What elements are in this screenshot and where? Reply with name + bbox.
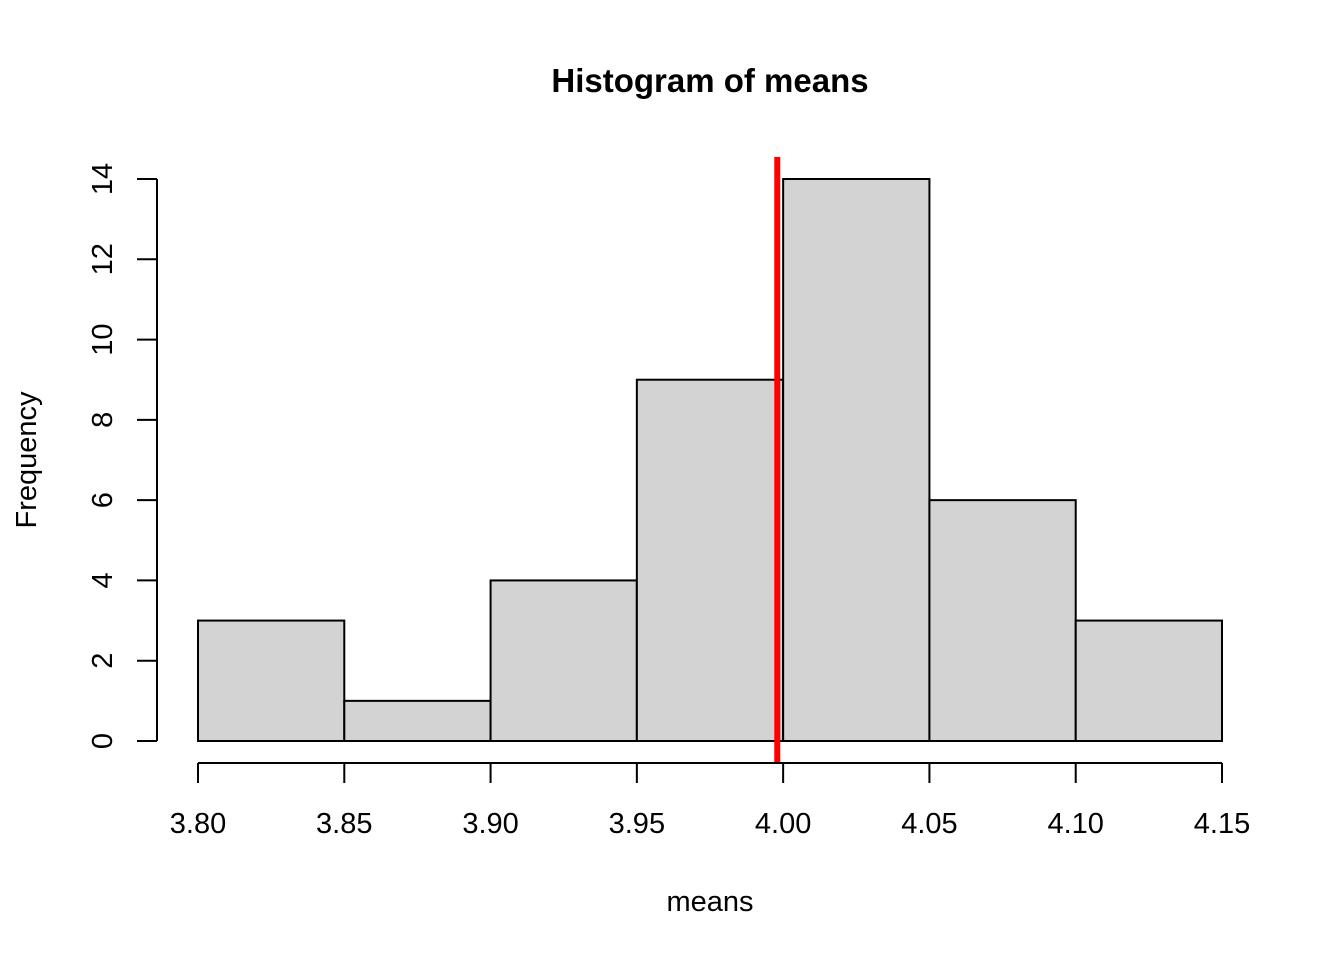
x-tick-label: 4.05: [901, 808, 957, 840]
x-axis: 3.80 3.85 3.90 3.95 4.00 4.05 4.10 4.15: [170, 762, 1250, 840]
x-tick-label: 4.10: [1047, 808, 1103, 840]
x-axis-label: means: [666, 886, 753, 918]
histogram-bar-7: [1074, 619, 1223, 742]
histogram-bar-3: [489, 579, 638, 743]
y-tick-label: 0: [87, 733, 119, 749]
y-tick-label: 12: [87, 243, 119, 275]
x-tick-label: 4.00: [755, 808, 811, 840]
chart-title: Histogram of means: [551, 62, 868, 99]
x-tick-label: 3.95: [609, 808, 665, 840]
y-axis-label: Frequency: [11, 391, 43, 529]
histogram-bar-4: [635, 378, 785, 742]
x-tick-label: 3.90: [462, 808, 518, 840]
histogram-bar-5: [782, 178, 931, 742]
histogram-bar-1: [197, 619, 346, 742]
x-tick-label: 3.85: [316, 808, 372, 840]
y-tick-label: 2: [87, 653, 119, 669]
x-tick-label: 3.80: [170, 808, 226, 840]
y-tick-label: 14: [87, 163, 119, 195]
y-tick-label: 6: [87, 492, 119, 508]
y-tick-label: 8: [87, 412, 119, 428]
bars-group: [197, 178, 1223, 743]
x-tick-label: 4.15: [1194, 808, 1250, 840]
y-tick-label: 10: [87, 323, 119, 355]
y-tick-label: 4: [87, 572, 119, 588]
y-axis: 0 2 4 6 8 10 12 14: [87, 163, 158, 749]
histogram-bar-2: [343, 699, 492, 742]
histogram-bar-6: [928, 499, 1077, 742]
